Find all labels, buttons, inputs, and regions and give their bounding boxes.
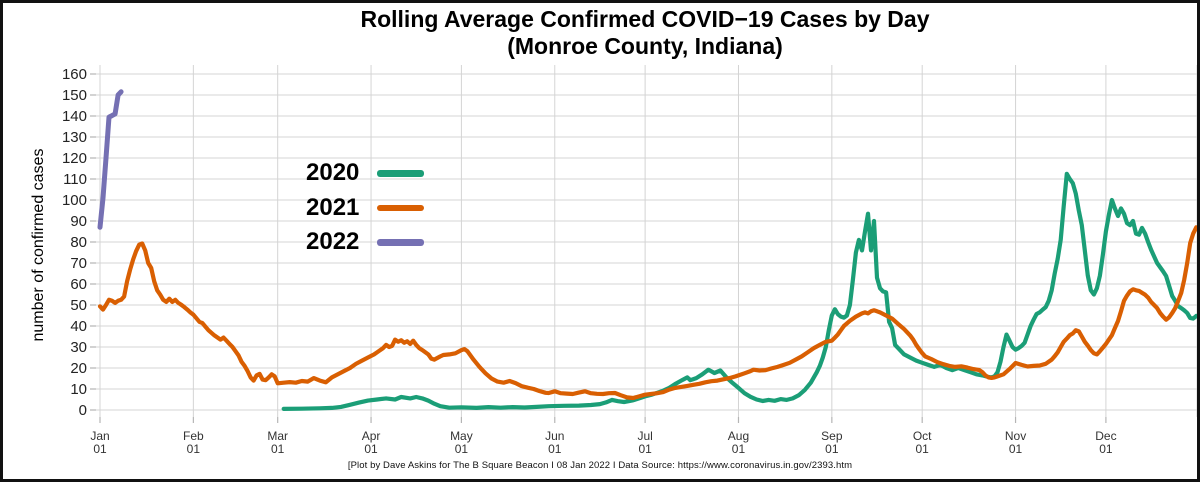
legend-item-2021: 2021: [306, 191, 424, 226]
x-tick-label: Feb 01: [183, 429, 204, 456]
y-tick-label: 70: [70, 255, 87, 272]
chart-header: Rolling Average Confirmed COVID−19 Cases…: [93, 6, 1197, 60]
x-tick-label: Jul 01: [637, 429, 652, 456]
y-tick-label: 10: [70, 381, 87, 398]
y-tick-label: 40: [70, 318, 87, 335]
y-tick-label: 80: [70, 234, 87, 251]
y-tick-label: 140: [62, 108, 87, 125]
x-tick-label: Dec 01: [1095, 429, 1116, 456]
caption: [Plot by Dave Askins for The B Square Be…: [347, 460, 853, 471]
y-tick-label: 60: [70, 276, 87, 293]
y-tick-label: 110: [63, 171, 87, 188]
legend-swatch-2022: [377, 239, 424, 246]
chart-subtitle: (Monroe County, Indiana): [507, 33, 783, 59]
y-tick-label: 20: [70, 360, 87, 377]
y-tick-label: 130: [62, 129, 87, 146]
legend: 2020 2021 2022: [306, 156, 424, 260]
x-tick-label: Mar 01: [267, 429, 288, 456]
x-tick-label: Aug 01: [728, 429, 749, 456]
series-line-2021: [97, 225, 1197, 401]
series-line-2020: [281, 171, 1197, 411]
y-tick-label: 0: [79, 402, 87, 419]
legend-swatch-2021: [377, 204, 424, 211]
y-tick-label: 120: [62, 150, 87, 167]
legend-item-2020: 2020: [306, 156, 424, 191]
series-line-2022: [97, 89, 124, 230]
y-tick-label: 150: [62, 87, 87, 104]
x-tick-label: Apr 01: [362, 429, 381, 456]
x-tick-label: Jan 01: [90, 429, 109, 456]
chart-title: Rolling Average Confirmed COVID−19 Cases…: [360, 6, 930, 32]
legend-swatch-2020: [377, 170, 424, 177]
chart-canvas: 0 10 20 30 40 50 60 70 80 90 100 110 120 130 140 150 160…: [62, 65, 1197, 456]
y-tick-label: 100: [62, 192, 87, 209]
x-tick-label: Nov 01: [1005, 429, 1026, 456]
x-tick-label: Oct 01: [913, 429, 932, 456]
x-tick-label: Sep 01: [821, 429, 843, 456]
x-tick-label: May 01: [450, 429, 473, 456]
legend-label-2020: 2020: [306, 159, 360, 187]
legend-label-2022: 2022: [306, 228, 360, 256]
legend-label-2021: 2021: [306, 193, 360, 221]
legend-item-2022: 2022: [306, 225, 424, 260]
y-tick-label: 50: [70, 297, 87, 314]
y-tick-label: 30: [70, 339, 87, 356]
x-tick-label: Jun 01: [545, 429, 564, 456]
y-tick-label: 160: [62, 66, 87, 83]
y-tick-label: 90: [70, 213, 87, 230]
